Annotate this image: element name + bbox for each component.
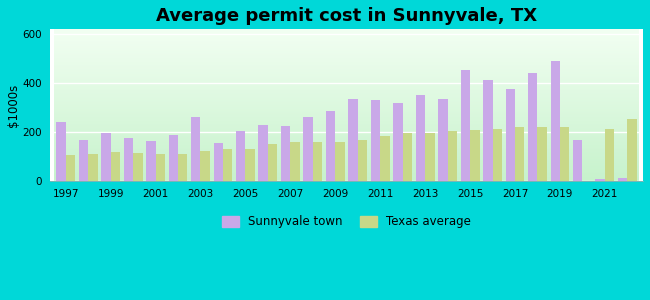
Bar: [627, 119, 637, 181]
Bar: [528, 74, 538, 181]
Bar: [551, 61, 560, 181]
Bar: [66, 155, 75, 181]
Bar: [313, 142, 322, 181]
Bar: [281, 126, 291, 181]
Bar: [155, 154, 165, 181]
Bar: [178, 154, 187, 181]
Legend: Sunnyvale town, Texas average: Sunnyvale town, Texas average: [217, 211, 476, 233]
Bar: [111, 152, 120, 181]
Bar: [403, 134, 412, 181]
Bar: [515, 127, 525, 181]
Bar: [470, 130, 480, 181]
Bar: [448, 131, 457, 181]
Bar: [461, 70, 470, 181]
Bar: [595, 179, 605, 181]
Bar: [493, 128, 502, 181]
Bar: [393, 103, 403, 181]
Title: Average permit cost in Sunnyvale, TX: Average permit cost in Sunnyvale, TX: [156, 7, 537, 25]
Bar: [168, 135, 178, 181]
Bar: [560, 127, 569, 181]
Bar: [214, 143, 223, 181]
Bar: [425, 134, 435, 181]
Bar: [348, 99, 358, 181]
Bar: [268, 144, 278, 181]
Bar: [605, 128, 614, 181]
Bar: [326, 111, 335, 181]
Bar: [618, 178, 627, 181]
Y-axis label: $1000s: $1000s: [7, 84, 20, 127]
Bar: [223, 149, 233, 181]
Bar: [88, 154, 98, 181]
Bar: [416, 95, 425, 181]
Bar: [573, 140, 582, 181]
Bar: [506, 89, 515, 181]
Bar: [101, 134, 111, 181]
Bar: [304, 118, 313, 181]
Bar: [291, 142, 300, 181]
Bar: [358, 140, 367, 181]
Bar: [370, 100, 380, 181]
Bar: [133, 153, 142, 181]
Bar: [79, 140, 88, 181]
Bar: [200, 151, 210, 181]
Bar: [438, 99, 448, 181]
Bar: [538, 127, 547, 181]
Bar: [57, 122, 66, 181]
Bar: [236, 131, 246, 181]
Bar: [483, 80, 493, 181]
Bar: [259, 125, 268, 181]
Bar: [380, 136, 389, 181]
Bar: [246, 149, 255, 181]
Bar: [146, 141, 155, 181]
Bar: [191, 118, 200, 181]
Bar: [124, 138, 133, 181]
Bar: [335, 142, 345, 181]
